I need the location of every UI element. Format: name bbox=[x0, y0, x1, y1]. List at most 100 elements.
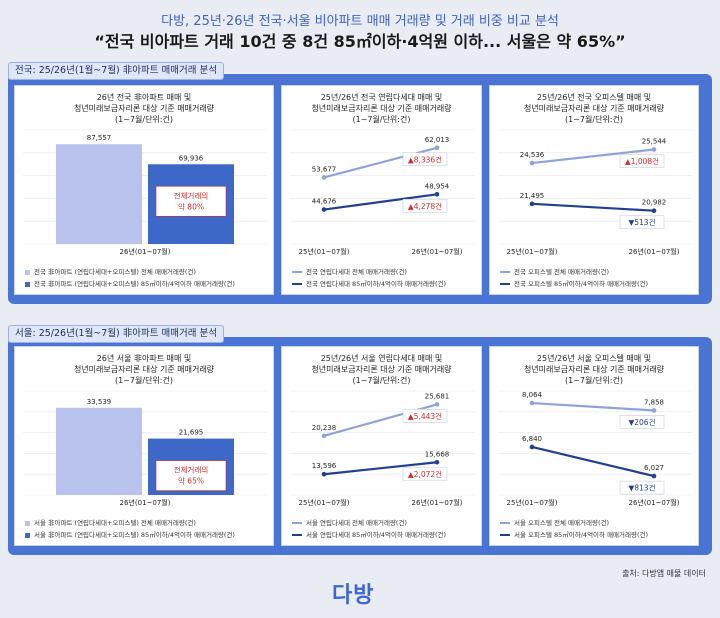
section-seoul-tag: 서울: 25/26년(1월~7월) 非아파트 매매거래 분석 bbox=[8, 325, 224, 343]
chart-title: 26년 전국 非아파트 매매 및 청년미래보금자리론 대상 기준 매매거래량 (1~… bbox=[73, 93, 215, 124]
chart-panel-5: 25년/26년 서울 오피스텔 매매 및 청년미래보금자리론 대상 기준 매매거래… bbox=[489, 346, 699, 546]
header-title: “전국 비아파트 거래 10건 중 8건 85㎡이하·4억원 이하... 서울은… bbox=[94, 32, 626, 51]
point-label: 25,681 bbox=[425, 392, 450, 400]
legend-item: 전국 오피스텔 전체 매매거래량(건) bbox=[500, 266, 609, 276]
delta-label: ▲1,008건 bbox=[625, 156, 659, 166]
chart-panel-0: 26년 전국 非아파트 매매 및 청년미래보금자리론 대상 기준 매매거래량 (1~… bbox=[14, 85, 274, 295]
point-label: 8,064 bbox=[522, 391, 543, 399]
delta-label: ▲4,278건 bbox=[408, 201, 442, 211]
series-line-0 bbox=[531, 148, 655, 165]
point bbox=[434, 459, 440, 465]
point-label: 20,982 bbox=[642, 199, 667, 207]
delta-box bbox=[619, 154, 665, 168]
point bbox=[529, 400, 535, 406]
point bbox=[321, 175, 327, 180]
point bbox=[651, 473, 657, 479]
legend-swatch bbox=[500, 534, 510, 536]
bar-0 bbox=[56, 407, 142, 495]
legend-label: 서울 연립다세대 85㎡이하/4억이하 매매거래량(건) bbox=[306, 531, 447, 539]
bar-0 bbox=[56, 144, 142, 244]
legend-swatch bbox=[25, 532, 30, 538]
series-line-1 bbox=[531, 445, 655, 478]
share-annotation-text: 전체거래의 bbox=[174, 465, 209, 475]
chart-panel-3: 26년 서울 非아파트 매매 및 청년미래보금자리론 대상 기준 매매거래량 (1~… bbox=[14, 346, 274, 546]
dabang-logo: 다방 bbox=[332, 583, 375, 608]
point bbox=[529, 201, 535, 207]
delta-box bbox=[619, 215, 665, 230]
chart-svg: 24,536 25,544 ▲1,008건 21,495 20,982 ▼513건 25년(… bbox=[498, 129, 692, 256]
series-line-0 bbox=[531, 401, 655, 412]
legend-item: 서울 연립다세대 전체 매매거래량(건) bbox=[292, 517, 407, 527]
share-annotation-text: 약 65% bbox=[178, 476, 204, 486]
point bbox=[651, 408, 657, 413]
bar-value-label: 33,539 bbox=[87, 398, 112, 406]
point-label: 20,238 bbox=[312, 424, 337, 432]
chart-panel-4: 25년/26년 서울 연립다세대 매매 및 청년미래보금자리론 대상 기준 매매거… bbox=[281, 346, 482, 546]
legend-item: 서울 非아파트 (연립다세대+오피스텔) 전체 매매거래량(건) bbox=[25, 517, 196, 527]
legend-swatch bbox=[500, 522, 510, 524]
delta-box bbox=[619, 415, 665, 429]
legend-label: 서울 연립다세대 전체 매매거래량(건) bbox=[306, 519, 407, 527]
series-line-1 bbox=[323, 461, 438, 476]
share-annotation-box bbox=[155, 460, 227, 491]
legend-swatch bbox=[292, 283, 302, 285]
legend-swatch bbox=[25, 520, 30, 526]
delta-label: ▲2,072건 bbox=[408, 469, 442, 479]
section-national-tag: 전국: 25/26년(1월~7월) 非아파트 매매거래 분석 bbox=[8, 62, 224, 80]
source-note: 출처: 다방앱 매물 데이터 bbox=[622, 569, 706, 578]
legend-label: 서울 오피스텔 85㎡이하/4억이하 매매거래량(건) bbox=[514, 531, 649, 539]
delta-label: ▲5,443건 bbox=[408, 411, 442, 421]
chart-svg: 20,238 25,681 ▲5,443건 13,596 15,668 ▲2,072건 25… bbox=[290, 390, 475, 507]
legend-swatch bbox=[500, 283, 510, 285]
point-label: 25,544 bbox=[642, 138, 667, 146]
x-tick-label: 26년(01~07월) bbox=[629, 498, 680, 507]
delta-box bbox=[402, 409, 448, 423]
chart-title: 25년/26년 서울 연립다세대 매매 및 청년미래보금자리론 대상 기준 매매거… bbox=[311, 354, 452, 385]
header-subtitle: 다방, 25년·26년 전국·서울 비아파트 매매 거래량 및 거래 비중 비교… bbox=[161, 14, 559, 29]
point bbox=[321, 433, 327, 439]
legend-swatch bbox=[25, 269, 30, 275]
legend-item: 전국 오피스텔 85㎡이하/4억이하 매매거래량(건) bbox=[500, 278, 648, 288]
point bbox=[434, 145, 440, 151]
point-label: 6,840 bbox=[522, 435, 542, 443]
point-label: 13,596 bbox=[312, 462, 337, 470]
x-tick-label: 26년(01~07월) bbox=[412, 247, 463, 256]
legend-swatch bbox=[25, 281, 30, 287]
x-tick-label: 25년(01~07월) bbox=[507, 247, 558, 256]
point bbox=[321, 471, 327, 477]
point-label: 53,677 bbox=[312, 165, 337, 173]
chart-panel-1: 25년/26년 전국 연립다세대 매매 및 청년미래보금자리론 대상 기준 매매거… bbox=[281, 85, 482, 295]
legend-item: 서울 非아파트 (연립다세대+오피스텔) 85㎡이하/4억이하 매매거래량(건) bbox=[25, 529, 235, 539]
bar-value-label: 69,936 bbox=[179, 154, 204, 162]
chart-title: 25년/26년 전국 오피스텔 매매 및 청년미래보금자리론 대상 기준 매매거래… bbox=[523, 93, 665, 124]
x-tick-label: 26년(01~07월) bbox=[412, 498, 463, 507]
legend-item: 서울 오피스텔 85㎡이하/4억이하 매매거래량(건) bbox=[500, 529, 648, 539]
x-tick-label: 26년(01~07월) bbox=[629, 247, 680, 256]
point bbox=[651, 147, 657, 152]
bar-value-label: 21,695 bbox=[179, 429, 204, 437]
delta-box bbox=[402, 198, 448, 213]
delta-label: ▼813건 bbox=[629, 483, 656, 493]
legend-swatch bbox=[292, 271, 302, 273]
point-label: 7,858 bbox=[644, 398, 664, 406]
chart-svg: 53,677 62,013 ▲8,336건 44,676 48,954 ▲4,278건 25… bbox=[290, 129, 475, 256]
series-line-1 bbox=[531, 202, 655, 212]
legend-label: 전국 오피스텔 85㎡이하/4억이하 매매거래량(건) bbox=[514, 280, 649, 288]
chart-title: 25년/26년 전국 연립다세대 매매 및 청년미래보금자리론 대상 기준 매매거… bbox=[311, 93, 452, 124]
point-label: 24,536 bbox=[520, 151, 545, 159]
point-label: 15,668 bbox=[425, 450, 450, 458]
point bbox=[321, 207, 327, 212]
x-tick-label: 25년(01~07월) bbox=[507, 498, 558, 507]
point-label: 44,676 bbox=[312, 198, 337, 206]
delta-box bbox=[402, 152, 448, 167]
point-label: 6,027 bbox=[644, 464, 664, 472]
legend-label: 서울 오피스텔 전체 매매거래량(건) bbox=[514, 519, 609, 527]
delta-label: ▼206건 bbox=[629, 417, 656, 427]
point bbox=[434, 191, 440, 197]
legend-swatch bbox=[292, 522, 302, 524]
legend-label: 서울 非아파트 (연립다세대+오피스텔) 전체 매매거래량(건) bbox=[34, 519, 196, 527]
series-line-1 bbox=[323, 193, 438, 211]
point bbox=[529, 444, 535, 450]
